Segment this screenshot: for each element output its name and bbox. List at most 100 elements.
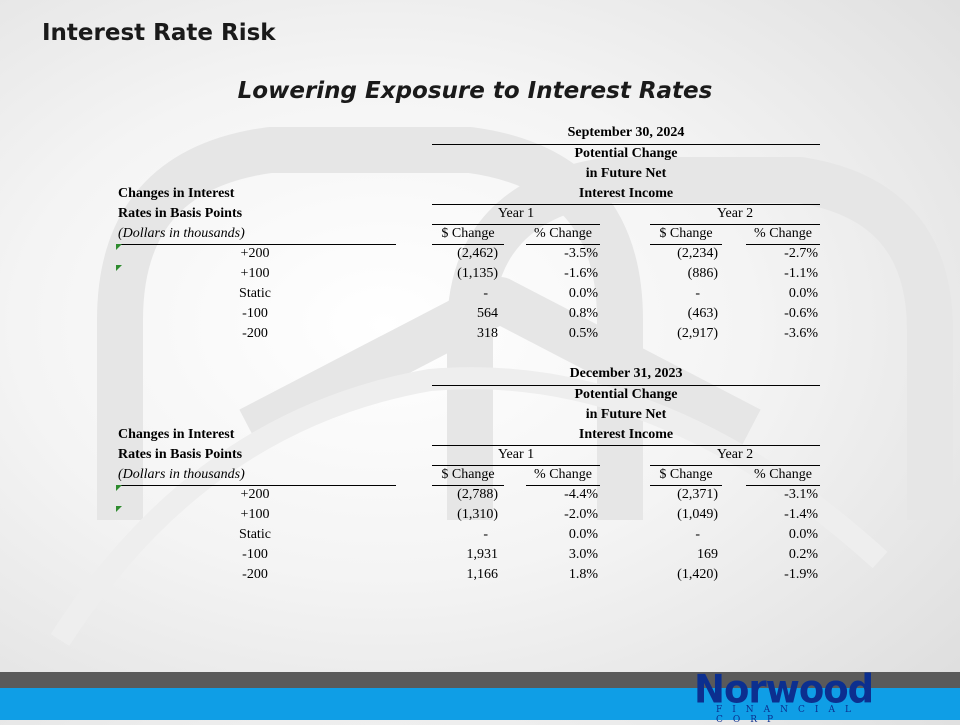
footer-bar-dark (0, 672, 960, 688)
divider (526, 485, 600, 486)
rate-cell: -100 (242, 547, 268, 562)
y2-pct-cell: 0.0% (788, 286, 818, 301)
col-header-pct-y2: % Change (754, 226, 812, 241)
header-line-1: Potential Change (574, 387, 678, 402)
rate-cell: -200 (242, 326, 268, 341)
y2-pct-cell: -1.1% (784, 266, 818, 281)
col-header-pct-y1: % Change (534, 467, 592, 482)
col-header-dollar-y1: $ Change (441, 226, 495, 241)
y2-pct-cell: -0.6% (784, 306, 818, 321)
divider (432, 204, 820, 205)
y2-pct-cell: -3.6% (784, 326, 818, 341)
divider (432, 445, 820, 446)
marker-icon (116, 244, 122, 250)
divider (432, 224, 600, 225)
divider (650, 465, 820, 466)
divider (650, 485, 722, 486)
logo-name: Norwood (694, 666, 874, 713)
col-header-dollar-y2: $ Change (659, 226, 713, 241)
divider (746, 485, 820, 486)
y1-pct-cell: 3.0% (568, 547, 598, 562)
y1-pct-cell: 0.8% (568, 306, 598, 321)
col-header-pct-y2: % Change (754, 467, 812, 482)
y1-pct-cell: 0.0% (568, 527, 598, 542)
divider (118, 244, 396, 245)
y2-pct-cell: 0.0% (788, 527, 818, 542)
y1-pct-cell: -1.6% (564, 266, 598, 281)
y1-dollar-cell: 318 (477, 326, 498, 341)
table-date: September 30, 2024 (567, 125, 685, 140)
row-label-3: (Dollars in thousands) (118, 226, 245, 241)
y2-pct-cell: -3.1% (784, 487, 818, 502)
rate-cell: +100 (240, 507, 270, 522)
y2-dollar-cell: 169 (697, 547, 718, 562)
y2-pct-cell: -2.7% (784, 246, 818, 261)
y2-dollar-cell: - (695, 286, 700, 301)
y1-dollar-cell: 1,931 (466, 547, 499, 562)
y1-pct-cell: 1.8% (568, 567, 598, 582)
rate-cell: +200 (240, 246, 270, 261)
header-line-2: in Future Net (585, 166, 667, 181)
col-header-dollar-y1: $ Change (441, 467, 495, 482)
footer-bar-blue (0, 688, 960, 720)
y2-dollar-cell: - (695, 527, 700, 542)
y2-dollar-cell: (1,049) (677, 507, 718, 522)
rate-cell: -200 (242, 567, 268, 582)
y2-pct-cell: 0.2% (788, 547, 818, 562)
y1-dollar-cell: - (483, 286, 488, 301)
y1-pct-cell: -2.0% (564, 507, 598, 522)
row-label-2: Rates in Basis Points (118, 447, 243, 462)
divider (432, 385, 820, 386)
y1-dollar-cell: 564 (477, 306, 498, 321)
y1-pct-cell: -3.5% (564, 246, 598, 261)
divider (432, 244, 504, 245)
header-line-1: Potential Change (574, 146, 678, 161)
row-label-3: (Dollars in thousands) (118, 467, 245, 482)
rate-cell: -100 (242, 306, 268, 321)
divider (118, 485, 396, 486)
y2-dollar-cell: (2,917) (677, 326, 718, 341)
y2-pct-cell: -1.4% (784, 507, 818, 522)
y1-dollar-cell: (2,788) (457, 487, 498, 502)
divider (746, 244, 820, 245)
y2-dollar-cell: (463) (687, 306, 718, 321)
rate-risk-table-dec-2023: December 31, 2023 Potential Change in Fu… (0, 365, 960, 595)
year2-header: Year 2 (716, 206, 754, 221)
header-line-3: Interest Income (578, 427, 674, 442)
y2-dollar-cell: (2,234) (677, 246, 718, 261)
rate-cell: +200 (240, 487, 270, 502)
row-label-1: Changes in Interest (118, 427, 235, 442)
marker-icon (116, 485, 122, 491)
marker-icon (116, 265, 122, 271)
year1-header: Year 1 (497, 206, 535, 221)
divider (432, 144, 820, 145)
rate-cell: +100 (240, 266, 270, 281)
background-watermark (50, 127, 953, 646)
y1-pct-cell: 0.5% (568, 326, 598, 341)
divider (526, 244, 600, 245)
header-line-2: in Future Net (585, 407, 667, 422)
y1-pct-cell: -4.4% (564, 487, 598, 502)
year1-header: Year 1 (497, 447, 535, 462)
table-date: December 31, 2023 (569, 366, 683, 381)
marker-icon (116, 506, 122, 512)
divider (432, 485, 504, 486)
header-line-3: Interest Income (578, 186, 674, 201)
norwood-logo: Norwood FINANCIAL CORP (694, 668, 900, 725)
slide-title: Interest Rate Risk (42, 20, 276, 46)
y1-pct-cell: 0.0% (568, 286, 598, 301)
y2-pct-cell: -1.9% (784, 567, 818, 582)
divider (650, 224, 820, 225)
y2-dollar-cell: (886) (687, 266, 718, 281)
y2-dollar-cell: (1,420) (677, 567, 718, 582)
logo-subtitle: FINANCIAL CORP (716, 705, 861, 725)
divider (432, 465, 600, 466)
divider (650, 244, 722, 245)
col-header-pct-y1: % Change (534, 226, 592, 241)
year2-header: Year 2 (716, 447, 754, 462)
rate-cell: Static (239, 527, 271, 542)
rate-cell: Static (239, 286, 271, 301)
y1-dollar-cell: (1,310) (457, 507, 498, 522)
row-label-1: Changes in Interest (118, 186, 235, 201)
y1-dollar-cell: - (483, 527, 488, 542)
